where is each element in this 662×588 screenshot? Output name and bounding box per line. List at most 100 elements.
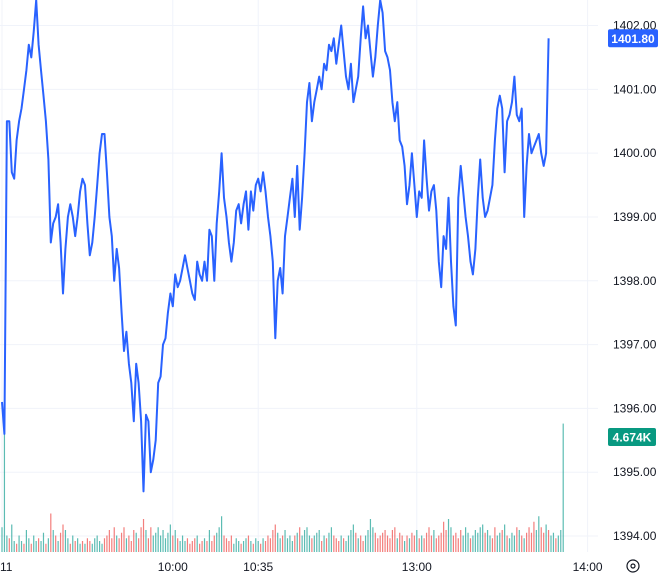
- volume-bar: [523, 538, 525, 552]
- volume-bar: [499, 532, 501, 552]
- volume-bar: [316, 532, 318, 552]
- volume-bar: [196, 535, 198, 552]
- volume-bar: [177, 538, 179, 552]
- volume-bar: [411, 532, 413, 552]
- y-tick-label: 1402.00: [613, 19, 657, 33]
- volume-bar: [118, 538, 120, 552]
- volume-bar: [318, 530, 320, 552]
- volume-bar: [479, 527, 481, 552]
- y-tick-label: 1400.00: [613, 146, 657, 160]
- volume-bar: [233, 543, 235, 552]
- volume-bar: [447, 519, 450, 552]
- volume-bar: [211, 541, 213, 552]
- volume-bar: [269, 538, 271, 552]
- volume-bar: [404, 541, 406, 552]
- volume-bar: [289, 535, 291, 552]
- volume-bar: [438, 535, 440, 552]
- volume-bar: [45, 543, 47, 552]
- volume-bar: [130, 541, 132, 552]
- volume-bar: [208, 530, 210, 552]
- volume-bar: [372, 527, 374, 552]
- volume-bar: [238, 541, 240, 552]
- chart-settings-button[interactable]: [626, 559, 640, 573]
- volume-bar: [308, 535, 311, 552]
- volume-bar: [357, 538, 359, 552]
- volume-bar: [282, 535, 284, 552]
- volume-bar: [462, 535, 464, 552]
- last-price-label: 1401.80: [611, 32, 655, 46]
- volume-bar: [518, 530, 520, 552]
- volume-bar: [33, 535, 35, 552]
- volume-bar: [325, 538, 328, 552]
- volume-bar: [330, 527, 332, 552]
- x-axis: 11 10:00 10:35 13:00 14:00: [0, 560, 603, 574]
- volume-bar: [291, 541, 293, 552]
- volume-bar: [199, 543, 201, 552]
- volume-bar: [152, 535, 154, 552]
- volume-bar: [338, 541, 340, 552]
- volume-bar: [528, 527, 530, 552]
- volume-bar: [474, 530, 476, 552]
- volume-bar: [394, 527, 396, 552]
- volume-bar: [6, 535, 8, 552]
- y-tick-label: 1401.00: [613, 82, 657, 96]
- volume-bar: [235, 538, 237, 552]
- volume-bar: [201, 541, 203, 552]
- volume-bar: [491, 538, 494, 552]
- volume-bar: [469, 538, 472, 552]
- volume-bar: [457, 538, 459, 552]
- x-tick-label: 11: [0, 560, 13, 574]
- y-tick-label: 1398.00: [613, 274, 657, 288]
- volume-bar: [223, 535, 225, 552]
- volume-bar: [69, 543, 71, 552]
- price-line[interactable]: [1, 0, 550, 493]
- volume-bar: [64, 530, 67, 552]
- volume-bar: [335, 538, 337, 552]
- volume-bar: [552, 532, 555, 552]
- volume-bar: [345, 541, 347, 552]
- volume-bar: [521, 535, 523, 552]
- volume-bar: [167, 532, 169, 552]
- volume-bar: [428, 527, 430, 552]
- volume-bar: [538, 516, 540, 552]
- volume-bar: [169, 524, 171, 552]
- volume-bar: [101, 543, 103, 552]
- volume-bar: [213, 535, 215, 552]
- volume-bar: [452, 535, 454, 552]
- volume-bar: [91, 543, 93, 552]
- volume-bar: [445, 530, 447, 552]
- volume-bar: [533, 521, 535, 552]
- volume-bar: [435, 538, 437, 552]
- volume-bar: [311, 538, 313, 552]
- x-tick-label: 14:00: [573, 560, 603, 574]
- volume-bar: [242, 541, 245, 552]
- volume-bar: [218, 527, 220, 552]
- volume-bar: [50, 513, 52, 552]
- volume-bar: [425, 532, 428, 552]
- volume-bar: [84, 543, 86, 552]
- volume-bar: [18, 535, 20, 552]
- volume-bar: [550, 535, 552, 552]
- volume-bar: [245, 538, 247, 552]
- volume-bar: [352, 524, 354, 552]
- volume-label: 4.674K: [613, 431, 652, 445]
- volume-bar: [284, 530, 286, 552]
- volume-bar: [362, 541, 364, 552]
- volume-bar: [526, 532, 528, 552]
- volume-bar: [77, 538, 79, 552]
- volume-bar: [255, 538, 257, 552]
- y-tick-label: 1395.00: [613, 465, 657, 479]
- volume-bar: [306, 527, 308, 552]
- grid: [0, 0, 598, 552]
- volume-bar: [301, 535, 303, 552]
- volume-bar: [103, 538, 106, 552]
- volume-bar: [247, 535, 250, 552]
- x-tick-label: 10:00: [158, 560, 188, 574]
- volume-bar: [477, 532, 479, 552]
- volume-bar: [189, 543, 191, 552]
- volume-bar: [23, 543, 25, 552]
- volume-bar: [511, 532, 513, 552]
- volume-bar: [562, 423, 564, 552]
